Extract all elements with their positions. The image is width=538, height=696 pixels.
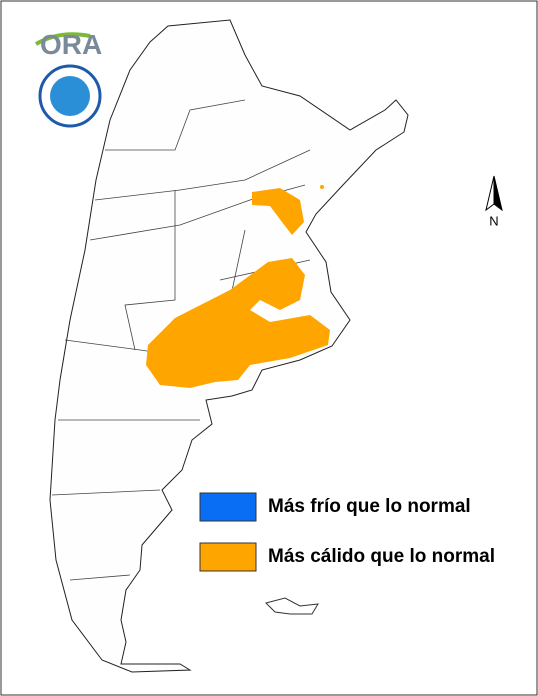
north-arrow: N bbox=[485, 175, 503, 228]
north-label: N bbox=[489, 213, 498, 228]
warm-area bbox=[146, 185, 330, 388]
logo: ORA bbox=[34, 29, 102, 128]
legend-swatch bbox=[199, 492, 257, 522]
logo-swoosh bbox=[34, 32, 91, 46]
legend-swatch bbox=[199, 542, 257, 572]
legend: Más frío que lo normal Más cálido que lo … bbox=[199, 492, 495, 572]
legend-label: Más cálido que lo normal bbox=[268, 546, 495, 567]
north-arrow-right bbox=[493, 175, 503, 212]
logo-seal-inner bbox=[50, 76, 90, 116]
legend-label: Más frío que lo normal bbox=[268, 496, 471, 517]
islands bbox=[265, 597, 319, 615]
logo-text: ORA bbox=[40, 29, 102, 60]
